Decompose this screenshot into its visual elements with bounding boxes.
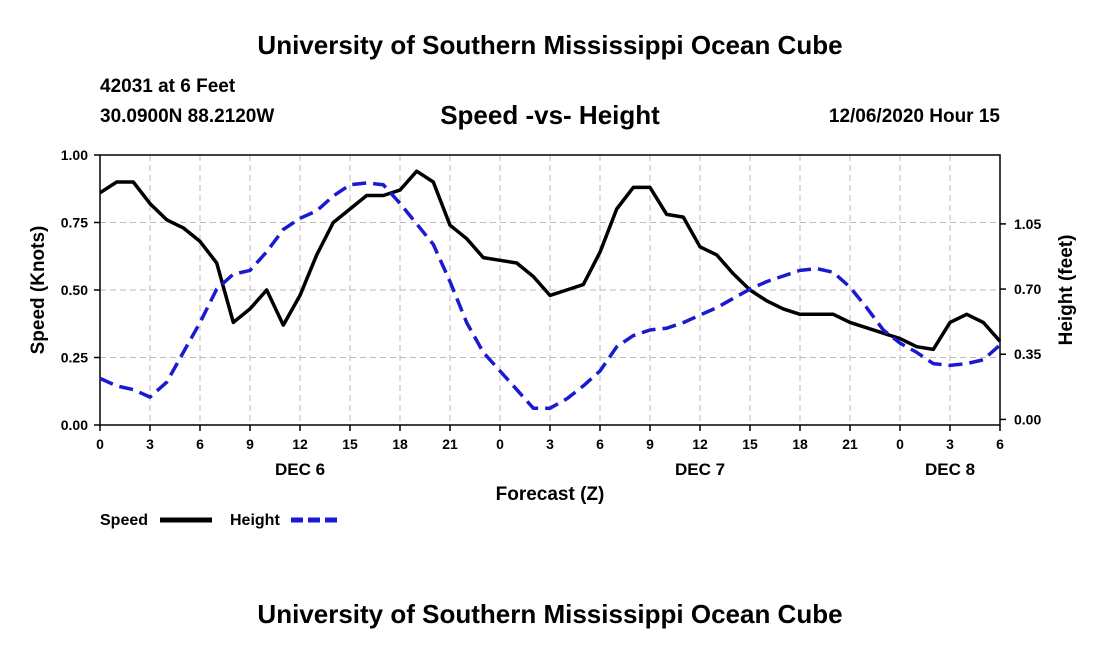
series — [99, 169, 1002, 410]
x-tick-label: 6 — [996, 436, 1004, 452]
day-label: DEC 8 — [925, 460, 975, 479]
legend-label-height: Height — [230, 512, 280, 529]
x-tick-label: 21 — [442, 436, 458, 452]
footer-title: University of Southern Mississippi Ocean… — [257, 599, 843, 629]
x-tick-label: 9 — [246, 436, 254, 452]
x-tick-label: 12 — [292, 436, 308, 452]
right-tick-label: 1.05 — [1014, 216, 1041, 232]
left-tick-label: 0.25 — [61, 350, 88, 366]
right-axis-title: Height (feet) — [1056, 235, 1077, 346]
axes: 0 3 6 9 12 15 18 21 0 3 6 9 12 15 18 21 0 3 6 0.00 0.25 0.50 0… — [28, 147, 1077, 505]
x-tick-label: 6 — [596, 436, 604, 452]
series-line-speed — [99, 169, 1002, 352]
left-tick-label: 0.75 — [61, 215, 88, 231]
series-line-height — [99, 181, 1002, 410]
legend: Speed Height — [100, 512, 342, 529]
left-axis-title: Speed (Knots) — [28, 226, 49, 355]
chart-title: Speed -vs- Height — [440, 100, 660, 130]
left-tick-label: 1.00 — [61, 147, 88, 163]
x-tick-label: 0 — [496, 436, 504, 452]
x-tick-label: 3 — [946, 436, 954, 452]
x-tick-label: 21 — [842, 436, 858, 452]
x-tick-label: 3 — [546, 436, 554, 452]
x-tick-label: 15 — [342, 436, 358, 452]
left-tick-label: 0.00 — [61, 417, 88, 433]
x-tick-label: 3 — [146, 436, 154, 452]
right-tick-label: 0.00 — [1014, 411, 1041, 427]
legend-label-speed: Speed — [100, 512, 148, 529]
right-tick-label: 0.35 — [1014, 346, 1041, 362]
x-tick-label: 15 — [742, 436, 758, 452]
x-tick-label: 9 — [646, 436, 654, 452]
left-tick-label: 0.50 — [61, 282, 88, 298]
x-tick-label: 0 — [896, 436, 904, 452]
forecast-timestamp: 12/06/2020 Hour 15 — [828, 106, 1000, 127]
day-label: DEC 7 — [675, 460, 725, 479]
x-tick-label: 12 — [692, 436, 708, 452]
x-tick-label: 18 — [792, 436, 808, 452]
x-tick-label: 6 — [196, 436, 204, 452]
station-coordinates: 30.0900N 88.2120W — [100, 106, 275, 127]
station-id: 42031 at 6 Feet — [100, 76, 236, 97]
day-label: DEC 6 — [275, 460, 325, 479]
right-tick-label: 0.70 — [1014, 281, 1041, 297]
x-tick-label: 18 — [392, 436, 408, 452]
grid — [99, 154, 1001, 426]
report-title: University of Southern Mississippi Ocean… — [257, 30, 843, 60]
x-tick-label: 0 — [96, 436, 104, 452]
x-axis-title: Forecast (Z) — [496, 484, 605, 505]
